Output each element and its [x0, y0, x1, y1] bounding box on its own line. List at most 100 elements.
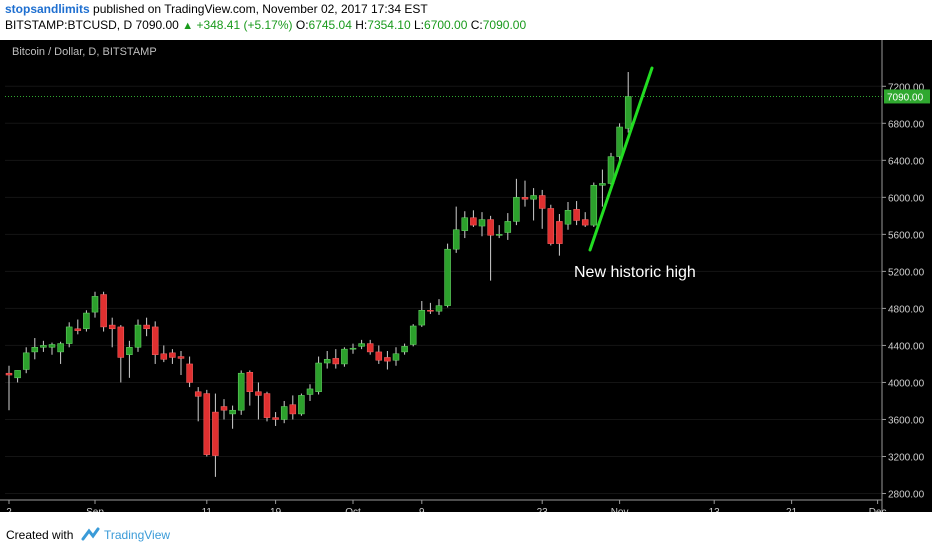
price-tick-label: 6800.00 [888, 119, 925, 130]
candle-down [5, 372, 13, 376]
candle-down [220, 406, 228, 411]
close-label: C: [470, 18, 483, 32]
price-tick-label: 5600.00 [888, 230, 925, 241]
publish-line: stopsandlimits published on TradingView.… [5, 2, 428, 16]
time-tick-label: Dec [869, 507, 887, 512]
candle-up [599, 183, 606, 186]
candle-up [444, 248, 451, 306]
low-value: 6700.00 [424, 18, 468, 32]
price-tick-label: 5200.00 [888, 267, 925, 278]
candle-up [126, 347, 133, 355]
low-label: L: [414, 18, 425, 32]
price-tick-label: 6000.00 [888, 193, 925, 204]
candle-down [487, 219, 494, 236]
candle-up [349, 347, 357, 350]
footer: Created with TradingView [0, 516, 932, 550]
grid-lines [5, 85, 882, 495]
chart-header: stopsandlimits published on TradingView.… [0, 0, 932, 40]
up-triangle-icon: ▲ [182, 20, 194, 32]
candle-up [229, 409, 236, 415]
time-tick-label: 13 [709, 507, 721, 512]
candle-up [513, 197, 520, 222]
current-price-tag-label: 7090.00 [887, 92, 924, 103]
candle-down [470, 217, 477, 226]
candle-down [332, 358, 340, 365]
time-tick-label: 2 [6, 507, 12, 512]
candle-up [504, 221, 512, 233]
candle-up [607, 156, 615, 184]
time-tick-label: 9 [419, 507, 425, 512]
candle-up [83, 312, 90, 330]
price-tick-label: 6400.00 [888, 156, 925, 167]
candle-down [160, 353, 168, 360]
candle-down [186, 363, 193, 383]
ohlc-line: BITSTAMP:BTCUSD, D 7090.00 ▲ +348.41 (+5… [5, 18, 526, 32]
candle-down [151, 326, 159, 355]
candle-down [556, 221, 563, 244]
time-tick-label: 11 [202, 507, 213, 512]
candle-up [31, 347, 39, 353]
candle-down [74, 328, 82, 331]
candlestick-chart[interactable]: Bitcoin / Dollar, D, BITSTAMP New histor… [0, 40, 932, 512]
open-value: 6745.04 [308, 18, 352, 32]
candle-up [315, 362, 322, 392]
candles [5, 72, 632, 477]
time-tick-label: 23 [537, 507, 549, 512]
author-link[interactable]: stopsandlimits [5, 2, 90, 16]
candle-up [616, 126, 623, 157]
candle-up [57, 343, 64, 353]
tradingview-logo-icon[interactable] [80, 527, 100, 541]
price-tick-label: 4000.00 [888, 378, 925, 389]
time-tick-label: 21 [786, 507, 798, 512]
candle-down [547, 208, 555, 244]
candle-up [392, 353, 400, 361]
chart-title: Bitcoin / Dollar, D, BITSTAMP [12, 46, 157, 58]
candle-down [100, 294, 107, 328]
published-text: published on TradingView.com, November 0… [93, 2, 428, 16]
candle-down [246, 372, 254, 392]
candle-up [91, 296, 99, 313]
candle-down [366, 343, 374, 353]
created-with-label: Created with [6, 528, 74, 542]
time-axis[interactable]: 2 Sep 11 19 Oct 9 23 Nov 13 21 Dec [0, 499, 887, 512]
candle-up [401, 346, 408, 353]
candle-down [255, 391, 262, 396]
time-tick-label: Oct [345, 507, 361, 512]
candle-up [48, 344, 56, 348]
trendline[interactable] [588, 66, 654, 252]
symbol-label: BITSTAMP:BTCUSD, D [5, 18, 133, 32]
time-tick-label: Nov [611, 507, 629, 512]
candle-up [435, 305, 443, 312]
high-value: 7354.10 [367, 18, 411, 32]
candle-up [418, 310, 426, 326]
candle-down [521, 197, 529, 200]
candle-up [40, 345, 47, 348]
candle-down [177, 356, 185, 359]
candle-down [272, 417, 279, 420]
last-price: 7090.00 [135, 18, 179, 32]
candle-up [237, 372, 245, 411]
candle-up [478, 219, 486, 227]
high-label: H: [355, 18, 368, 32]
current-price-tag [884, 89, 930, 104]
annotation-text[interactable]: New historic high [574, 264, 696, 281]
candle-down [538, 195, 546, 209]
chart-area[interactable]: Bitcoin / Dollar, D, BITSTAMP New histor… [0, 40, 932, 512]
candle-down [573, 209, 580, 221]
candle-up [298, 395, 305, 415]
candle-down [263, 393, 271, 418]
candle-up [323, 359, 331, 364]
candle-up [358, 343, 365, 347]
candle-up [530, 195, 537, 200]
candle-up [306, 388, 314, 395]
tradingview-link[interactable]: TradingView [104, 528, 171, 542]
price-tick-label: 4400.00 [888, 341, 925, 352]
candle-up [495, 234, 503, 236]
candle-down [194, 391, 202, 397]
candle-down [427, 310, 434, 312]
close-value: 7090.00 [482, 18, 527, 32]
candle-down [117, 326, 125, 358]
candle-up [134, 324, 142, 348]
price-axis[interactable]: 7200.00 6800.00 6400.00 6000.00 5600.00 5200.… [881, 40, 932, 512]
candle-up [65, 326, 73, 344]
